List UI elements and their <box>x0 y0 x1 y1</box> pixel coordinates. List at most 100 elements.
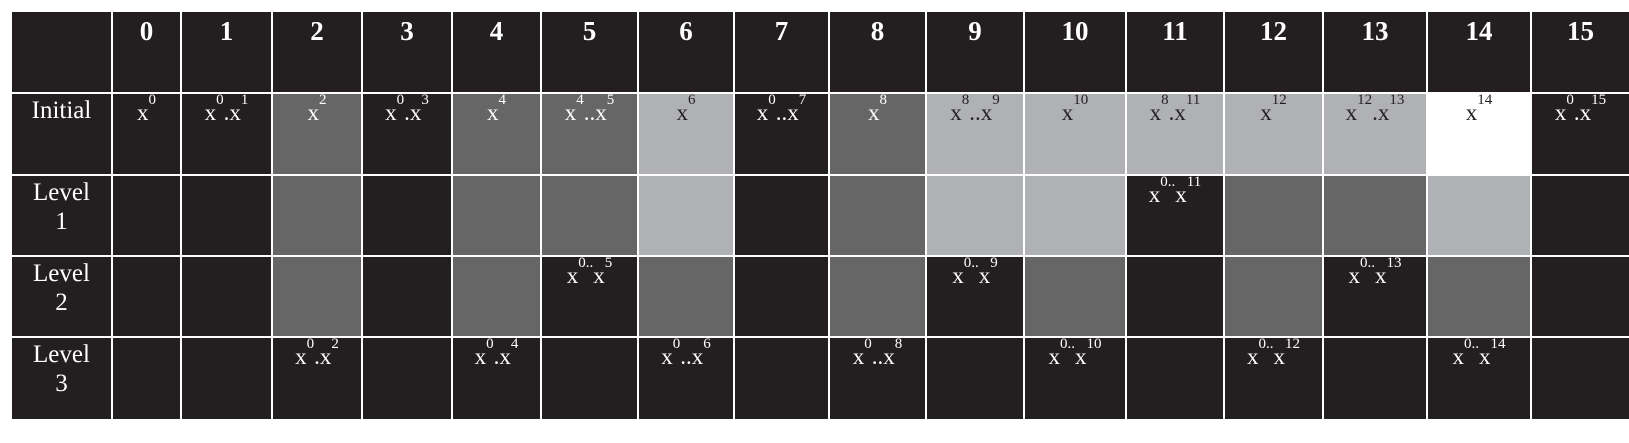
cell-text: .x <box>493 344 511 369</box>
table-cell <box>113 176 180 255</box>
column-header-7: 7 <box>735 12 828 92</box>
table-cell: x 0 .x 15 <box>1532 93 1629 174</box>
cell-text: x <box>566 263 579 288</box>
table-cell <box>363 338 451 419</box>
table-cell <box>113 338 180 419</box>
cell-text: .x <box>1168 100 1186 125</box>
cell-text: x <box>1148 182 1161 207</box>
table-cell <box>1025 176 1125 255</box>
row-label-line: 1 <box>55 208 68 235</box>
cell-text: x <box>756 100 769 125</box>
table-cell: x 4 ..x 5 <box>542 93 637 174</box>
cell-text: x <box>1175 182 1187 207</box>
cell-text: x <box>593 263 605 288</box>
cell-text: x <box>385 100 397 125</box>
table-cell: x 0.. x 14 <box>1428 337 1530 419</box>
cell-text: x <box>852 344 865 369</box>
column-header-11: 11 <box>1127 12 1223 92</box>
column-header-8: 8 <box>830 12 925 92</box>
column-header-12: 12 <box>1225 12 1322 92</box>
cell-text: .x <box>223 100 241 125</box>
table-cell: x 0 .x 2 <box>273 337 361 419</box>
table-cell: x 0.. x 12 <box>1225 337 1322 419</box>
cell-text: ..x <box>871 344 895 369</box>
table-cell <box>735 338 828 419</box>
table-cell <box>1428 257 1530 336</box>
table-cell <box>453 257 540 336</box>
row-label-line: Level <box>33 341 90 368</box>
table-cell <box>1225 257 1322 336</box>
column-header-5: 5 <box>542 12 637 92</box>
table-cell: x 0 .x 1 <box>182 93 271 174</box>
header-corner <box>12 12 111 92</box>
column-header-10: 10 <box>1025 12 1125 92</box>
row-label-line: Initial <box>31 97 92 124</box>
table-cell: x 0.. x 13 <box>1324 256 1426 336</box>
cell-text: x <box>978 263 991 288</box>
column-header-3: 3 <box>363 12 451 92</box>
table-cell: x 12 .x 13 <box>1324 93 1426 174</box>
cell-text: x <box>1479 344 1491 369</box>
table-cell <box>927 176 1023 255</box>
row-label-line: 2 <box>55 289 68 316</box>
table-cell: x 0.. x 9 <box>927 256 1023 336</box>
cell-text: .x <box>1372 100 1390 125</box>
column-header-0: 0 <box>113 12 180 92</box>
cell-text: x <box>1075 344 1087 369</box>
cell-text: ..x <box>583 100 607 125</box>
cell-text: x <box>676 100 689 125</box>
table-cell <box>453 176 540 255</box>
column-header-9: 9 <box>927 12 1023 92</box>
cell-text: x <box>952 263 964 288</box>
table-cell <box>1532 338 1629 419</box>
table-cell <box>1324 338 1426 419</box>
table-cell <box>1428 176 1530 255</box>
table-cell <box>1324 176 1426 255</box>
table-cell: x 0 .x 4 <box>453 337 540 419</box>
cell-text: x <box>1061 100 1074 125</box>
table-cell <box>735 176 828 255</box>
cell-text: x <box>1273 344 1286 369</box>
row-label: Level 2 <box>12 257 111 336</box>
cell-text: x <box>1465 100 1478 125</box>
table-cell <box>273 257 361 336</box>
cell-text: x <box>868 100 880 125</box>
cell-text: x <box>307 100 320 125</box>
cell-text: x <box>1452 344 1465 369</box>
table-cell <box>1225 176 1322 255</box>
cell-text: x <box>1247 344 1259 369</box>
table-cell <box>639 176 733 255</box>
table-cell: x 0.. x 5 <box>542 256 637 336</box>
table-cell <box>182 176 271 255</box>
cell-text: .x <box>404 100 422 125</box>
cell-text: x <box>1554 100 1567 125</box>
row-label-line: Level <box>33 179 90 206</box>
table-cell <box>1127 257 1223 336</box>
column-header-1: 1 <box>182 12 271 92</box>
table-cell <box>182 257 271 336</box>
cell-text: ..x <box>775 100 799 125</box>
table-cell <box>830 176 925 255</box>
table-cell <box>1025 257 1125 336</box>
table-cell: x 12 <box>1225 93 1322 174</box>
cell-text: x <box>295 344 307 369</box>
table-cell: x 0 .x 3 <box>363 93 451 174</box>
cell-text: x <box>474 344 487 369</box>
cell-text: x <box>1149 100 1162 125</box>
row-label-line: 3 <box>55 370 68 397</box>
cell-text: ..x <box>680 344 704 369</box>
table-cell: x 0 ..x 7 <box>735 93 828 174</box>
column-header-14: 14 <box>1428 12 1530 92</box>
cell-text: x <box>564 100 577 125</box>
table-cell: x 8 ..x 9 <box>927 93 1023 174</box>
column-header-2: 2 <box>273 12 361 92</box>
column-header-4: 4 <box>453 12 540 92</box>
table-cell <box>1532 257 1629 336</box>
table-cell: x 0 ..x 8 <box>830 337 925 419</box>
table-cell: x 0 ..x 6 <box>639 337 733 419</box>
table-cell <box>927 338 1023 419</box>
table-cell <box>1532 176 1629 255</box>
